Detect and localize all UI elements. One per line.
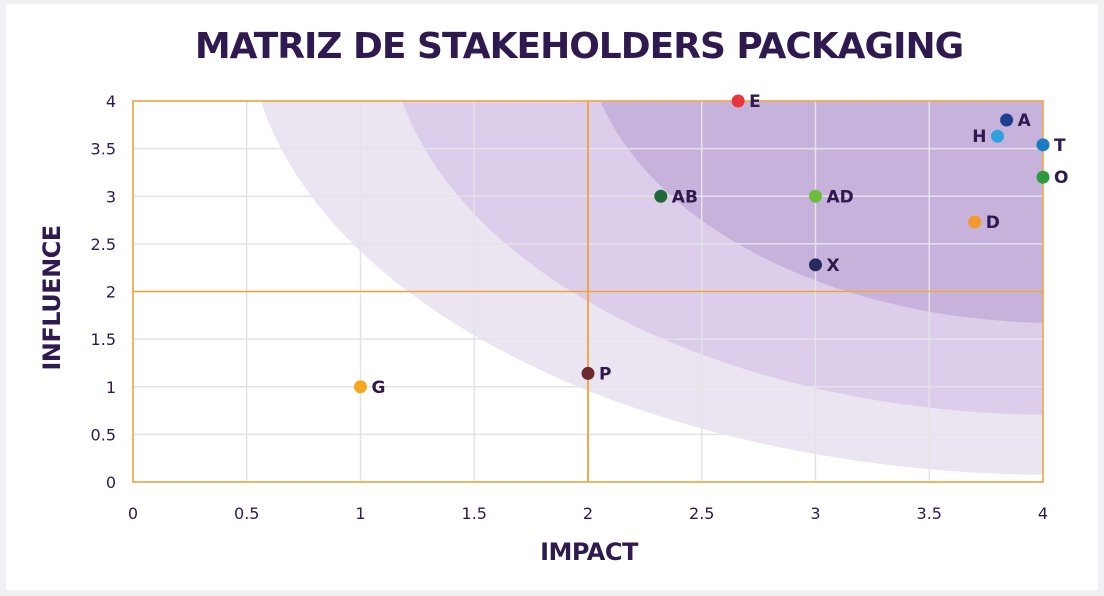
x-tick-label: 1.5: [462, 504, 487, 523]
x-tick-label: 3: [810, 504, 820, 523]
x-tick-label: 0.5: [234, 504, 259, 523]
x-tick-label: 1: [355, 504, 365, 523]
y-axis-label: INFLUENCE: [38, 225, 66, 370]
point-label-d: D: [986, 213, 1000, 233]
x-axis-label: IMPACT: [540, 538, 639, 566]
point-ad: [809, 189, 822, 203]
point-label-ad: AD: [827, 187, 854, 207]
influence-bands: [261, 101, 1043, 475]
point-label-e: E: [749, 92, 761, 112]
y-tick-label: 1: [106, 378, 116, 397]
point-ab: [654, 189, 668, 203]
x-tick-label: 2: [583, 504, 593, 523]
y-tick-label: 4: [106, 92, 116, 111]
point-label-ab: AB: [672, 187, 698, 207]
point-p: [581, 366, 595, 380]
y-tick-label: 2: [106, 283, 116, 302]
x-tick-label: 4: [1038, 504, 1048, 523]
y-tick-label: 0.5: [91, 425, 116, 444]
chart-title: MATRIZ DE STAKEHOLDERS PACKAGING: [194, 26, 964, 67]
y-tick-label: 2.5: [91, 235, 116, 254]
point-t: [1036, 138, 1050, 152]
point-o: [1036, 170, 1050, 184]
point-label-p: P: [599, 364, 611, 384]
quadrant-lines: [132, 100, 1044, 483]
point-e: [731, 94, 745, 108]
point-d: [968, 215, 982, 229]
point-label-g: G: [372, 378, 386, 398]
y-tick-label: 1.5: [91, 330, 116, 349]
y-tick-label: 0: [106, 473, 116, 492]
y-axis-ticks: 0 0.5 1 1.5 2 2.5 3 3.5 4: [91, 92, 116, 492]
point-label-o: O: [1054, 168, 1068, 188]
data-points: E A H TO AB AD D X P G: [354, 92, 1068, 398]
y-tick-label: 3.5: [91, 140, 116, 159]
y-tick-label: 3: [106, 187, 116, 206]
point-label-t: T: [1054, 136, 1066, 156]
band-inner: [600, 101, 1043, 323]
x-tick-label: 3.5: [917, 504, 942, 523]
point-label-a: A: [1018, 111, 1032, 131]
x-tick-label: 0: [128, 504, 138, 523]
point-label-h: H: [972, 127, 986, 147]
point-x: [809, 258, 822, 272]
point-h: [991, 129, 1004, 143]
point-label-x: X: [827, 256, 840, 276]
point-g: [354, 380, 367, 394]
point-a: [1000, 113, 1014, 127]
x-axis-ticks: 0 0.5 1 1.5 2 2.5 3 3.5 4: [128, 504, 1048, 523]
x-tick-label: 2.5: [689, 504, 714, 523]
